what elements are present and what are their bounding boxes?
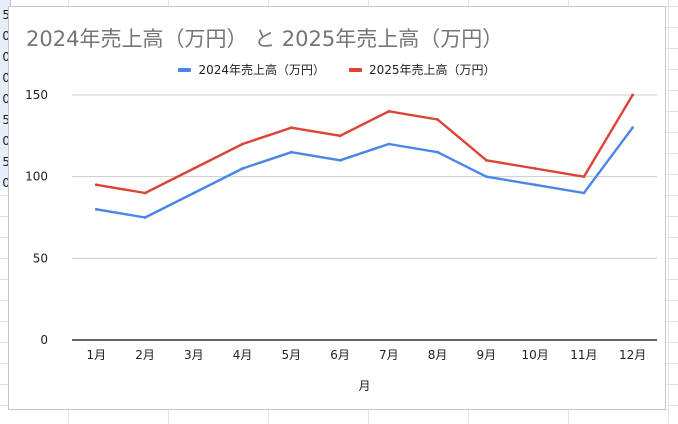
data-point (436, 118, 440, 121)
data-point (436, 150, 440, 154)
chart-title: 2024年売上高（万円） と 2025年売上高（万円） (26, 27, 504, 51)
y-tick-label: 150 (25, 88, 48, 102)
data-point (631, 126, 635, 130)
x-tick-label: 8月 (428, 348, 448, 362)
cell-fragment[interactable]: 0 (2, 29, 10, 43)
y-tick-label: 50 (33, 251, 48, 265)
legend-item-2025: 2025年売上高（万円） (349, 61, 496, 78)
data-point (192, 191, 196, 195)
data-point (387, 142, 391, 146)
data-point (582, 175, 586, 179)
x-tick-label: 6月 (330, 348, 350, 362)
x-tick-label: 12月 (619, 348, 646, 362)
data-point (94, 183, 98, 187)
data-point (631, 93, 635, 97)
x-tick-label: 7月 (379, 348, 399, 362)
x-tick-label: 9月 (477, 348, 497, 362)
x-tick-label: 3月 (184, 348, 204, 362)
chart-card[interactable]: 2024年売上高（万円） と 2025年売上高（万円） 2024年売上高（万円）… (8, 6, 666, 410)
y-tick-label: 100 (25, 170, 48, 184)
cell-fragment[interactable]: 0 (2, 176, 10, 190)
cell-fragment[interactable]: 0 (2, 92, 10, 106)
data-point (338, 134, 342, 138)
data-point (241, 167, 245, 170)
cell-fragment[interactable]: 0 (2, 134, 10, 148)
cell-fragment[interactable]: 0 (2, 50, 10, 64)
data-point (94, 207, 98, 211)
x-tick-label: 2月 (135, 348, 155, 362)
data-point (192, 167, 196, 170)
x-tick-label: 10月 (521, 348, 548, 362)
chart-legend: 2024年売上高（万円） 2025年売上高（万円） (9, 61, 665, 78)
data-point (143, 216, 147, 219)
series-line-1 (95, 93, 634, 195)
y-tick-label: 0 (40, 333, 48, 347)
series-line-0 (95, 126, 634, 219)
data-point (289, 150, 293, 154)
legend-item-2024: 2024年売上高（万円） (178, 61, 325, 78)
data-point (582, 191, 586, 195)
x-tick-label: 1月 (87, 348, 107, 362)
legend-swatch-2025 (349, 67, 362, 72)
data-point (338, 158, 342, 162)
cell-fragment[interactable]: 5 (2, 155, 10, 169)
legend-label-2024: 2024年売上高（万円） (198, 63, 325, 77)
data-point (484, 158, 488, 162)
data-point (533, 167, 537, 170)
data-point (143, 191, 147, 195)
cell-fragment[interactable]: 0 (2, 71, 10, 85)
cell-fragment[interactable]: 5 (2, 8, 10, 22)
x-tick-label: 5月 (282, 348, 302, 362)
legend-label-2025: 2025年売上高（万円） (369, 63, 496, 77)
x-tick-label: 4月 (233, 348, 253, 362)
data-point (289, 126, 293, 130)
data-point (241, 142, 245, 146)
data-point (533, 183, 537, 187)
x-tick-label: 11月 (570, 348, 597, 362)
cell-fragment[interactable]: 5 (2, 113, 10, 127)
data-point (484, 175, 488, 179)
legend-swatch-2024 (178, 67, 192, 72)
x-axis-title: 月 (358, 379, 370, 393)
data-point (387, 109, 391, 113)
